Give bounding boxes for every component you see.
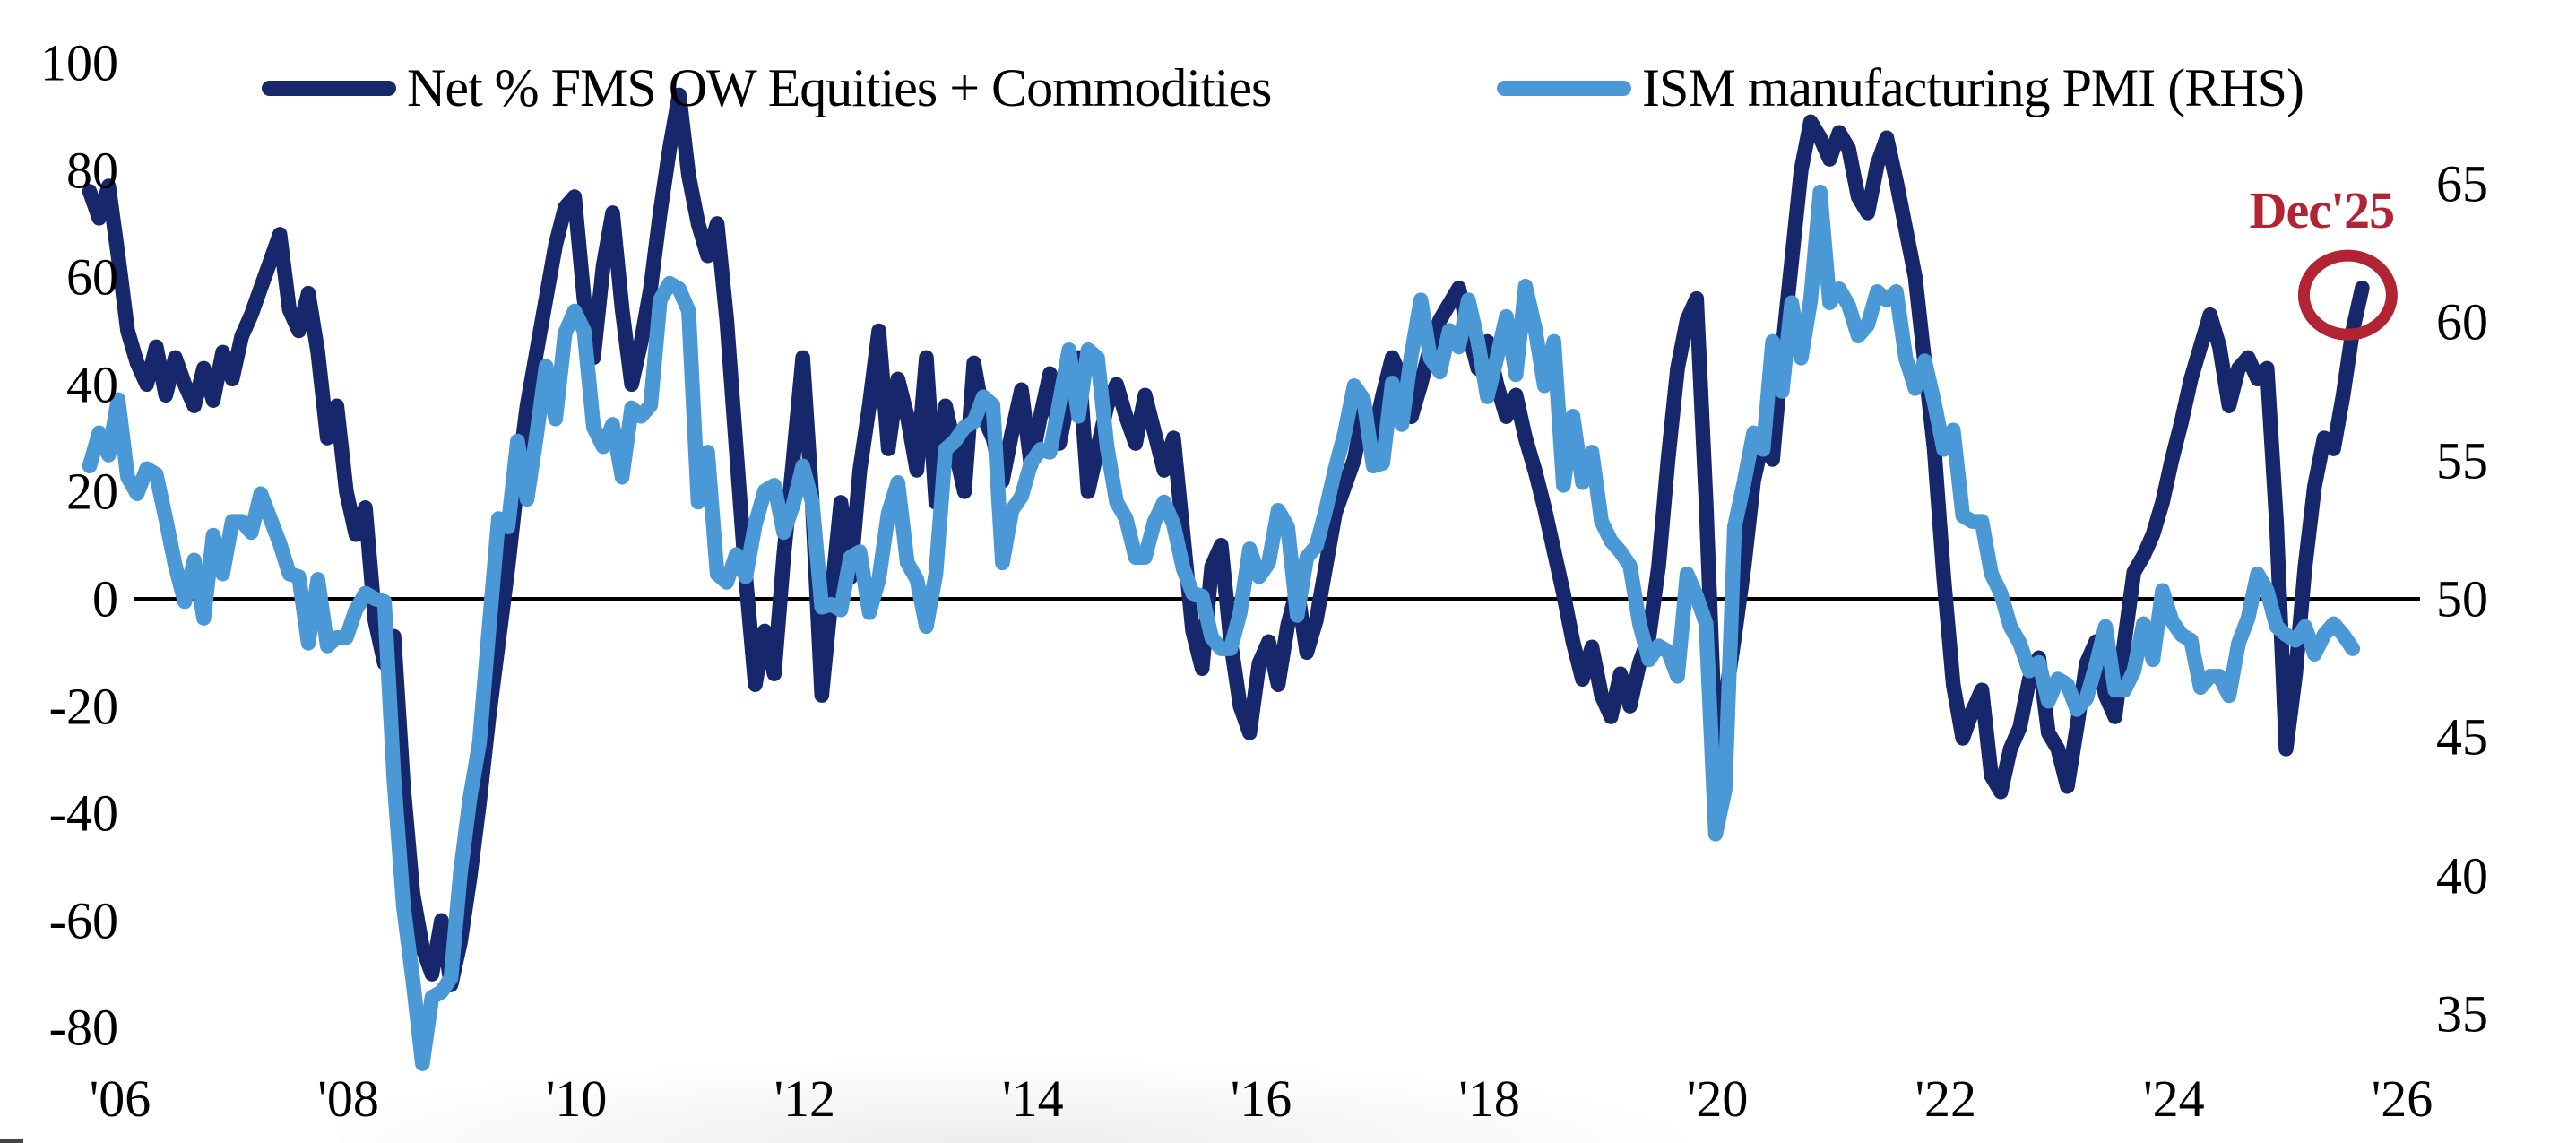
ism-line [82,184,2361,1071]
x-axis-tick: '16 [1230,1069,1292,1128]
left-axis-tick: -20 [48,677,118,736]
left-axis-tick: 80 [66,141,118,200]
x-axis-tick: '12 [774,1069,836,1128]
left-axis-tick: -60 [48,891,118,950]
x-axis-tick: '14 [1002,1069,1064,1128]
legend-label: ISM manufacturing PMI (RHS) [1642,57,2304,117]
fms-line [82,87,2370,992]
right-axis-tick: 60 [2436,292,2488,351]
right-axis-tick: 45 [2436,707,2488,766]
left-axis-tick: 40 [66,355,118,414]
left-axis-tick: 60 [66,247,118,307]
x-axis-tick: '06 [89,1069,151,1128]
x-axis-tick: '10 [545,1069,608,1128]
annotation-dec25-label: Dec'25 [2249,181,2395,240]
x-axis-tick: '18 [1458,1069,1520,1128]
left-axis-tick: 0 [92,569,118,628]
right-axis-tick: 65 [2436,154,2488,213]
annotation-circle [2297,249,2398,341]
right-axis-tick: 40 [2436,846,2488,905]
legend-label: Net % FMS OW Equities + Commodities [407,57,1272,117]
x-axis-tick: '20 [1686,1069,1749,1128]
right-axis-tick: 50 [2436,569,2488,628]
left-axis-tick: -80 [48,998,118,1057]
right-axis-tick: 35 [2436,984,2488,1043]
right-axis-tick: 55 [2436,431,2488,490]
x-axis-tick: '08 [317,1069,379,1128]
left-axis-tick: 20 [66,462,118,521]
x-axis-tick: '24 [2143,1069,2205,1128]
fms-swatch-icon [262,80,396,96]
ism-swatch-icon [1497,80,1631,96]
left-axis-tick: -40 [48,784,118,843]
bottom-left-sliver [0,1139,23,1143]
x-axis-tick: '26 [2371,1069,2433,1128]
x-axis-tick: '22 [1915,1069,1977,1128]
left-axis-tick: 100 [40,33,118,92]
legend: Net % FMS OW Equities + Commodities ISM m… [0,54,2576,122]
legend-item-ism: ISM manufacturing PMI (RHS) [1497,54,2304,122]
legend-item-fms: Net % FMS OW Equities + Commodities [262,54,1272,122]
